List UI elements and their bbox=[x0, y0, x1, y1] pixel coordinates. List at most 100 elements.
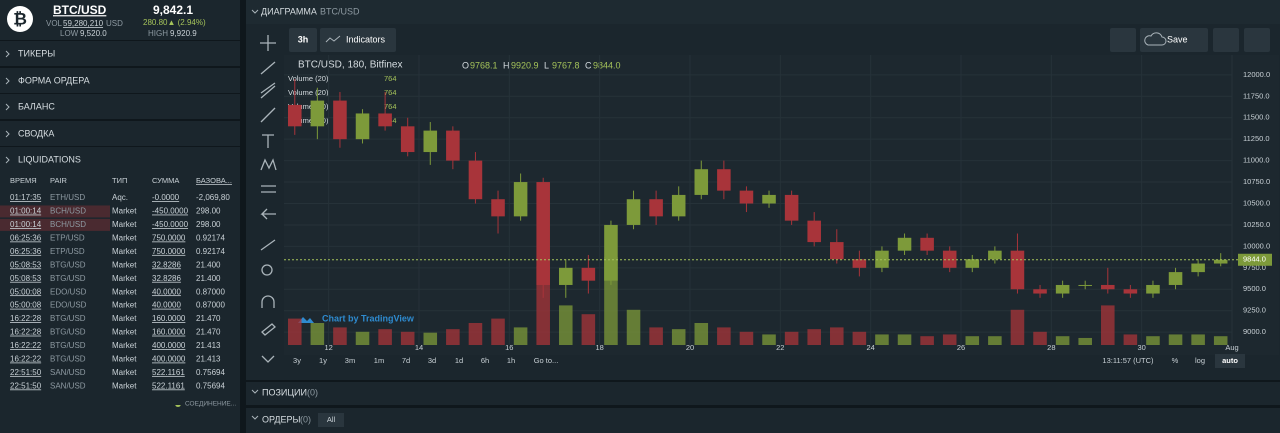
volume-bar bbox=[559, 305, 573, 345]
range-button[interactable]: 1m bbox=[374, 356, 384, 365]
sidebar-section[interactable] bbox=[0, 94, 240, 119]
candle-body bbox=[920, 237, 934, 251]
liquidation-cell: 40.0000 bbox=[152, 301, 181, 310]
range-button[interactable]: Go to... bbox=[534, 356, 559, 365]
volume-bar bbox=[400, 331, 415, 345]
study-name: Volume (20) bbox=[288, 102, 329, 111]
liquidation-cell: 0.92174 bbox=[196, 247, 225, 256]
candle-body bbox=[1010, 250, 1025, 290]
sidebar-section[interactable] bbox=[0, 41, 240, 66]
range-button[interactable]: 6h bbox=[481, 356, 489, 365]
section-chevron bbox=[5, 156, 10, 164]
range-button[interactable]: 1h bbox=[507, 356, 515, 365]
range-button[interactable]: 7d bbox=[402, 356, 410, 365]
volume-bar bbox=[671, 329, 686, 345]
x-tick-label: 28 bbox=[1047, 343, 1055, 352]
auto-toggle-label: auto bbox=[1222, 356, 1238, 365]
liquidation-cell: 298.00 bbox=[196, 207, 221, 216]
candle-body bbox=[988, 250, 1002, 260]
liquidation-cell: 0.75694 bbox=[196, 368, 225, 377]
volume-bar bbox=[1033, 331, 1047, 345]
liquidation-cell: Market bbox=[112, 301, 137, 310]
candle-body bbox=[762, 194, 776, 204]
last-price-tag bbox=[1238, 253, 1272, 266]
positions-bar[interactable] bbox=[246, 382, 1280, 405]
volume-bar bbox=[717, 327, 731, 345]
orders-bar[interactable] bbox=[246, 408, 1280, 433]
liquidation-cell: -0.0000 bbox=[152, 193, 180, 202]
candle-body bbox=[581, 267, 596, 281]
more-tools[interactable] bbox=[261, 355, 275, 363]
candle-body bbox=[649, 199, 663, 217]
y-tick-label: 11750.0 bbox=[1243, 91, 1270, 100]
save-button[interactable] bbox=[1140, 28, 1208, 52]
zoom-tool[interactable] bbox=[261, 264, 273, 276]
candle-body bbox=[559, 267, 573, 285]
percent-toggle[interactable]: % bbox=[1172, 356, 1179, 365]
liquidation-cell: 01:17:35 bbox=[10, 193, 42, 202]
y-tick-label: 10250.0 bbox=[1243, 220, 1270, 229]
all-toggle[interactable] bbox=[318, 413, 344, 427]
sidebar-section[interactable] bbox=[0, 121, 240, 146]
range-button[interactable]: 3y bbox=[293, 356, 301, 365]
candle-body bbox=[694, 169, 709, 195]
range-button[interactable]: 3m bbox=[345, 356, 355, 365]
candle-body bbox=[1033, 289, 1047, 294]
study-name: Volume (20) bbox=[288, 74, 329, 83]
volume-bar bbox=[333, 327, 347, 345]
liquidation-cell: 05:08:53 bbox=[10, 260, 42, 269]
log-toggle[interactable]: log bbox=[1195, 356, 1205, 365]
brush-tool[interactable] bbox=[260, 107, 276, 123]
trendline-tool[interactable] bbox=[260, 61, 276, 75]
liquidation-cell: 16:22:22 bbox=[10, 341, 42, 350]
liquidation-cell: 05:00:08 bbox=[10, 301, 42, 310]
volume-bar bbox=[1055, 336, 1070, 345]
section-title: ТИКЕРЫ bbox=[18, 48, 55, 58]
volume-bar bbox=[468, 323, 483, 345]
settings-button[interactable] bbox=[1213, 28, 1239, 52]
interval-label: 3h bbox=[298, 34, 309, 44]
snapshot-button[interactable] bbox=[1110, 28, 1136, 52]
section-title: БАЛАНС bbox=[18, 101, 55, 111]
crosshair-tool[interactable] bbox=[260, 35, 276, 51]
sidebar-section[interactable] bbox=[0, 68, 240, 93]
pattern-tool[interactable] bbox=[260, 158, 277, 171]
auto-toggle[interactable] bbox=[1215, 354, 1245, 368]
range-button[interactable]: 1y bbox=[319, 356, 327, 365]
low-label: LOW bbox=[60, 29, 79, 38]
candle-body bbox=[717, 169, 731, 191]
liquidation-cell: 298.00 bbox=[196, 220, 221, 229]
fib-tool[interactable] bbox=[260, 82, 276, 99]
liquidation-cell: 522.1161 bbox=[152, 381, 185, 390]
text-tool[interactable] bbox=[262, 134, 274, 148]
back-tool[interactable] bbox=[260, 208, 276, 220]
liquidation-cell: 05:08:53 bbox=[10, 274, 42, 283]
magnet-tool[interactable] bbox=[261, 295, 275, 308]
y-tick-label: 9250.0 bbox=[1243, 306, 1266, 315]
candle-body bbox=[288, 104, 302, 127]
lock-tool[interactable] bbox=[261, 323, 276, 336]
fullscreen-button[interactable] bbox=[1244, 28, 1270, 52]
range-button[interactable]: 1d bbox=[455, 356, 463, 365]
liquidation-cell: 01:00:14 bbox=[10, 220, 42, 229]
liquidation-cell: 40.0000 bbox=[152, 287, 181, 296]
x-tick-label: 16 bbox=[505, 343, 513, 352]
y-tick-label: 11250.0 bbox=[1243, 134, 1270, 143]
volume-bar bbox=[988, 336, 1002, 345]
candle-body bbox=[468, 160, 483, 200]
sidebar-section[interactable] bbox=[0, 147, 240, 172]
interval-button[interactable] bbox=[289, 28, 317, 52]
low: 9,520.0 bbox=[80, 29, 107, 38]
range-button[interactable]: 3d bbox=[428, 356, 436, 365]
measure-tool[interactable] bbox=[260, 239, 276, 251]
legend-key: C bbox=[585, 60, 592, 70]
prediction-tool[interactable] bbox=[261, 185, 276, 193]
volume-bar bbox=[446, 329, 460, 345]
liquidation-cell: 06:25:36 bbox=[10, 233, 42, 242]
indicators-button[interactable] bbox=[320, 28, 396, 52]
column-header: PAIR bbox=[50, 176, 68, 185]
liquidation-cell: -450.0000 bbox=[152, 207, 189, 216]
watermark: Chart by TradingView bbox=[322, 313, 415, 323]
candle-body bbox=[1213, 259, 1228, 264]
liquidation-cell: 21.413 bbox=[196, 341, 221, 350]
